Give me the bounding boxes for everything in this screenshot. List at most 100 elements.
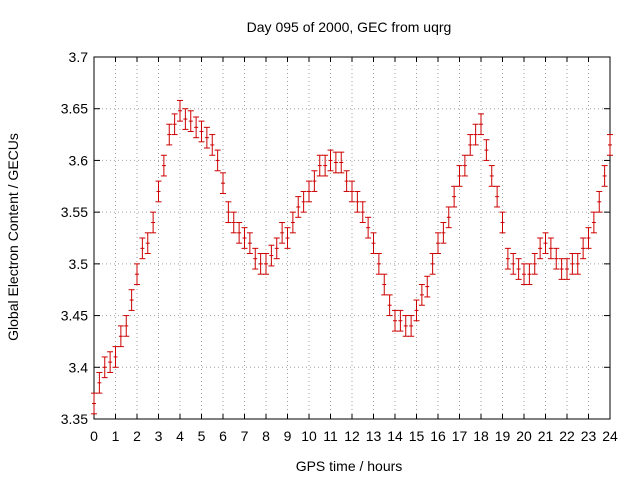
data-point [451, 185, 458, 208]
data-point [569, 253, 576, 275]
data-point [316, 154, 323, 177]
data-point [526, 263, 533, 286]
x-tick-label: 6 [219, 428, 227, 444]
data-point [381, 273, 388, 296]
x-tick-label: 7 [241, 428, 249, 444]
data-point [107, 351, 114, 373]
x-tick-label: 15 [409, 428, 425, 444]
data-point [171, 113, 178, 136]
y-tick-label: 3.65 [61, 101, 88, 117]
data-point [547, 237, 554, 260]
data-point [392, 309, 398, 332]
data-point [429, 253, 436, 275]
y-tick-label: 3.7 [69, 49, 89, 65]
x-tick-label: 18 [473, 428, 489, 444]
data-point [230, 211, 237, 234]
data-point [375, 253, 382, 275]
data-point [117, 325, 124, 348]
data-point [359, 201, 366, 223]
data-point [166, 123, 173, 146]
data-point [139, 237, 146, 260]
y-tick-label: 3.4 [69, 359, 89, 375]
x-tick-label: 12 [344, 428, 360, 444]
data-point [252, 247, 259, 270]
data-point [354, 190, 361, 213]
data-point [435, 232, 441, 255]
data-point [306, 180, 312, 203]
data-point [144, 232, 151, 255]
data-point [289, 211, 296, 234]
data-point [607, 134, 613, 156]
data-point [236, 221, 243, 244]
data-point [553, 247, 560, 270]
data-point [203, 126, 210, 149]
data-point [365, 216, 372, 239]
x-tick-label: 24 [602, 428, 618, 444]
y-tick-label: 3.5 [69, 256, 89, 272]
data-point [155, 180, 162, 203]
x-tick-label: 2 [133, 428, 141, 444]
x-axis-label: GPS time / hours [296, 458, 403, 474]
data-point [408, 315, 415, 337]
data-point [241, 227, 248, 249]
x-tick-label: 8 [262, 428, 270, 444]
data-point [300, 190, 307, 213]
x-tick-label: 20 [516, 428, 532, 444]
data-point [112, 346, 119, 368]
data-point [284, 227, 291, 249]
data-point [182, 108, 189, 130]
x-tick-label: 17 [452, 428, 468, 444]
data-point [101, 356, 108, 379]
x-tick-label: 5 [198, 428, 206, 444]
data-point [134, 263, 140, 286]
data-point [445, 206, 452, 229]
data-point [558, 258, 565, 280]
data-point [596, 190, 603, 213]
data-point [160, 154, 167, 177]
y-tick-label: 3.6 [69, 152, 89, 168]
grid-lines [94, 57, 610, 419]
data-point [295, 196, 302, 218]
data-point [220, 172, 226, 195]
data-point [590, 211, 597, 234]
data-point [214, 149, 221, 172]
data-point [472, 123, 479, 146]
data-point [494, 185, 501, 208]
x-tick-label: 23 [581, 428, 597, 444]
data-point [268, 244, 275, 267]
data-point [150, 211, 157, 234]
y-axis: 3.35 3.4 3.45 3.5 3.55 3.6 3.65 3.7 [61, 49, 610, 427]
data-point [332, 151, 339, 174]
data-point [580, 237, 587, 260]
y-tick-label: 3.55 [61, 204, 88, 220]
data-point [322, 154, 329, 177]
data-point [402, 315, 409, 337]
data-point [273, 237, 280, 260]
data-point [467, 134, 474, 156]
data-point [386, 294, 393, 317]
data-point [461, 154, 468, 177]
data-point [123, 315, 130, 337]
data-point [564, 258, 570, 280]
data-series [91, 99, 613, 415]
data-point [585, 227, 592, 249]
y-tick-label: 3.35 [61, 411, 88, 427]
data-point [177, 99, 183, 122]
x-tick-label: 16 [430, 428, 446, 444]
x-tick-label: 11 [323, 428, 338, 444]
data-point [96, 371, 103, 394]
y-tick-label: 3.45 [61, 308, 88, 324]
x-axis: 0 1 2 3 4 5 6 7 8 9 10 11 12 13 14 15 16 17 18 19 20 21 22 23 24 [90, 57, 618, 444]
data-point [488, 165, 495, 187]
x-tick-label: 10 [301, 428, 317, 444]
data-point [209, 134, 216, 156]
data-point [504, 247, 511, 270]
data-point [279, 221, 286, 244]
data-point [128, 289, 135, 311]
x-tick-label: 13 [366, 428, 382, 444]
data-point [187, 110, 194, 132]
x-tick-label: 1 [112, 428, 120, 444]
data-point [510, 253, 517, 275]
x-tick-label: 21 [538, 428, 554, 444]
